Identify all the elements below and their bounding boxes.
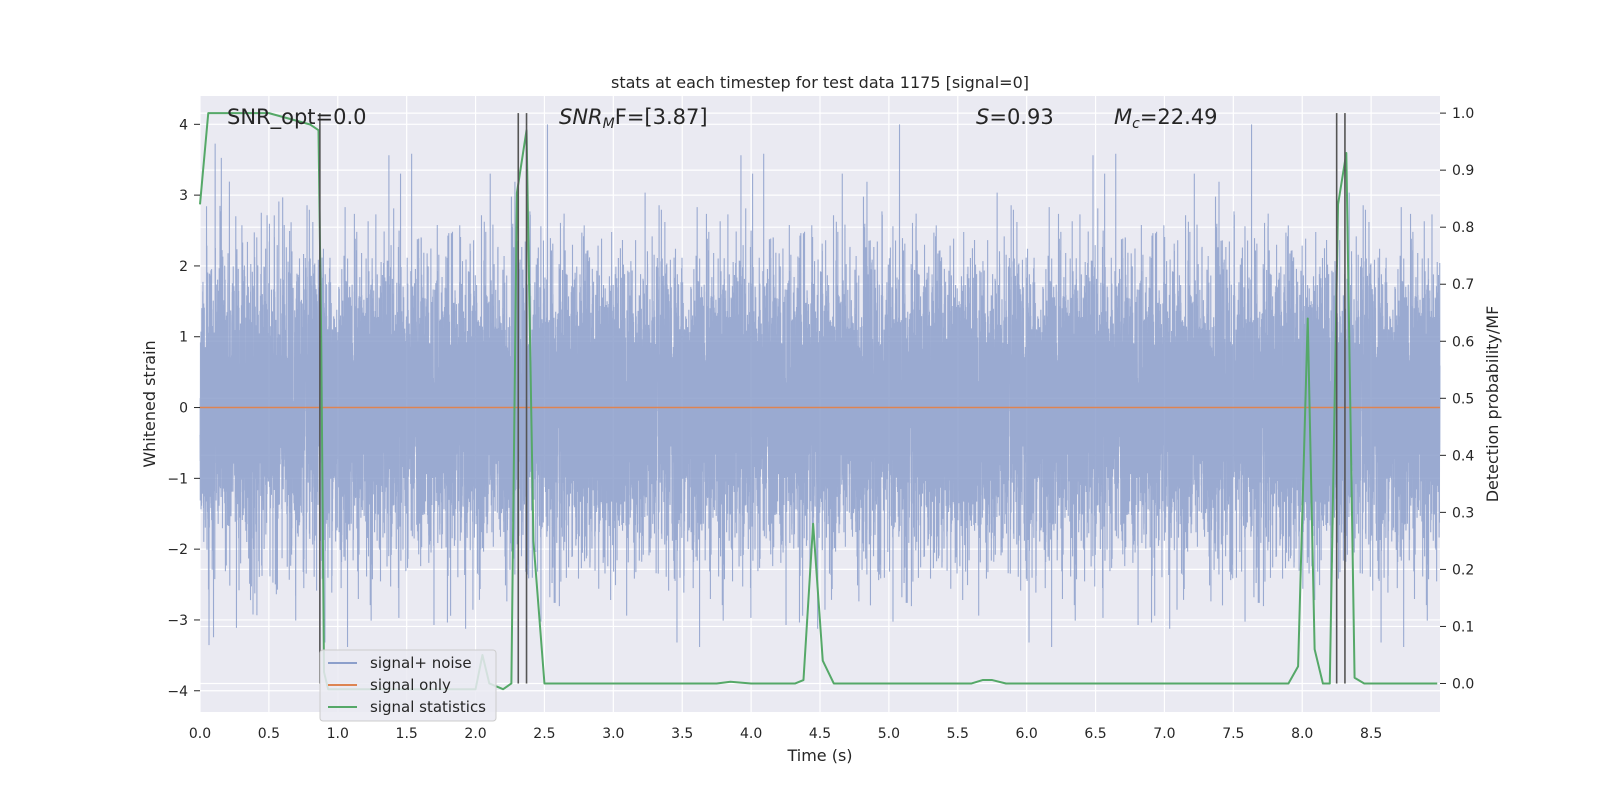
y-tick-label-right: 0.8 [1452, 220, 1474, 236]
legend: signal+ noise signal only signal statist… [319, 649, 497, 722]
annotation-s: S=0.93 [976, 105, 1054, 129]
vertical-markers [319, 113, 1346, 684]
y-tick-label-right: 0.5 [1452, 391, 1474, 407]
x-tick-label: 7.5 [1222, 726, 1244, 742]
x-tick-label: 1.5 [396, 726, 418, 742]
y-tick-label-right: 0.9 [1452, 163, 1474, 179]
y-tick-label-left: −3 [167, 613, 188, 629]
y-tick-label-right: 0.7 [1452, 277, 1474, 293]
annotation-mc-sub: c [1132, 116, 1140, 132]
x-tick-label: 2.5 [533, 726, 555, 742]
x-tick-label: 0.5 [258, 726, 280, 742]
y-tick-label-left: −4 [167, 684, 188, 700]
x-tick-label: 6.0 [1016, 726, 1038, 742]
x-tick-label: 8.0 [1291, 726, 1313, 742]
x-axis-label: Time (s) [786, 746, 852, 765]
chart-title: stats at each timestep for test data 117… [611, 73, 1029, 92]
y-tick-label-left: −1 [167, 471, 188, 487]
y-tick-label-right: 0.2 [1452, 562, 1474, 578]
y-tick-label-left: 0 [179, 401, 188, 417]
x-tick-label: 3.5 [671, 726, 693, 742]
y-tick-label-right: 0.1 [1452, 619, 1474, 635]
x-tick-label: 5.0 [878, 726, 900, 742]
annotation-snr-mf-sub: M [603, 116, 615, 132]
y-tick-label-right: 0.4 [1452, 448, 1474, 464]
y-axis-label-left: Whitened strain [140, 340, 159, 467]
axes: 0.0 0.5 1.0 1.5 2.0 2.5 3.0 3.5 4.0 4.5 5.0 5.5 6.0 6… [167, 106, 1474, 742]
x-tick-label: 5.5 [947, 726, 969, 742]
y-tick-label-left: 2 [179, 259, 188, 275]
x-tick-label: 7.0 [1153, 726, 1175, 742]
y-tick-label-left: 4 [179, 117, 188, 133]
annotation-mc: Mc=22.49 [1114, 105, 1218, 132]
series-signal-noise [199, 124, 1441, 648]
y-tick-label-right: 0.6 [1452, 334, 1474, 350]
y-tick-label-right: 1.0 [1452, 106, 1474, 122]
y-axis-label-right: Detection probability/MF [1483, 306, 1502, 503]
y-tick-label-left: 3 [179, 188, 188, 204]
legend-label-signal-statistics: signal statistics [370, 698, 486, 716]
y-tick-label-left: 1 [179, 330, 188, 346]
y-tick-label-left: −2 [167, 542, 188, 558]
annotation-snr-mf: SNRMF=[3.87] [559, 105, 708, 132]
x-tick-label: 2.0 [464, 726, 486, 742]
x-tick-label: 3.0 [602, 726, 624, 742]
legend-label-signal-noise: signal+ noise [370, 654, 472, 672]
x-tick-label: 1.0 [327, 726, 349, 742]
x-tick-label: 0.0 [189, 726, 211, 742]
annotation-snr-mf-main: SNR [559, 105, 603, 129]
x-tick-label: 8.5 [1360, 726, 1382, 742]
annotation-snr-mf-rest: F=[3.87] [615, 105, 708, 129]
annotation-snr-opt: SNR_opt=0.0 [227, 105, 367, 130]
legend-box [319, 649, 497, 722]
x-tick-label: 4.0 [740, 726, 762, 742]
legend-label-signal-only: signal only [370, 676, 451, 694]
y-tick-label-right: 0.3 [1452, 505, 1474, 521]
annotation-mc-rest: =22.49 [1140, 105, 1218, 129]
x-tick-label: 6.5 [1084, 726, 1106, 742]
annotation-s-main: S [976, 105, 989, 129]
annotation-mc-main: M [1114, 105, 1132, 129]
x-tick-label: 4.5 [809, 726, 831, 742]
annotation-s-rest: =0.93 [989, 105, 1053, 129]
y-tick-label-right: 0.0 [1452, 676, 1474, 692]
